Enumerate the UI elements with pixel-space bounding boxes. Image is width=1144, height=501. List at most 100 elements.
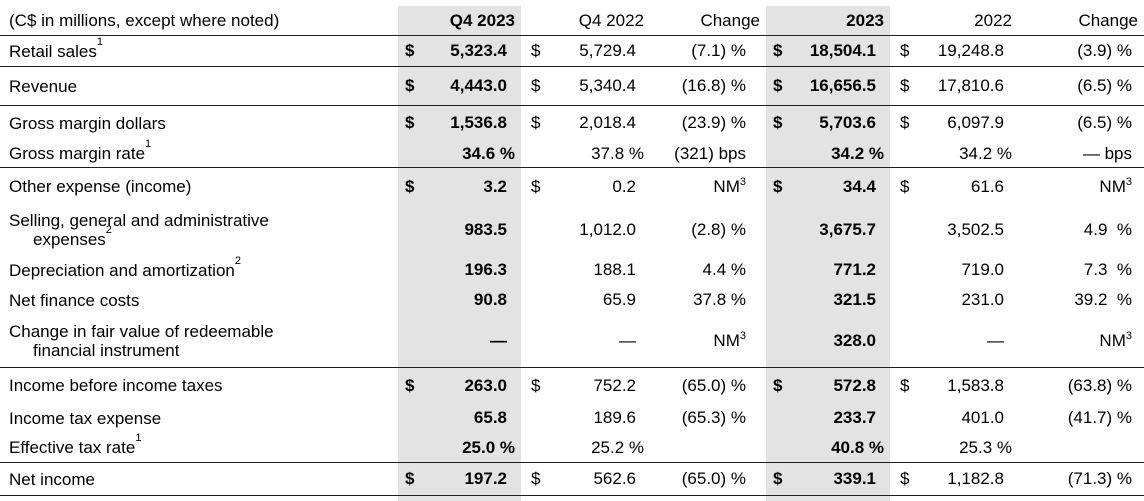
table-row: Retail sales1 $5,323.4 $5,729.4 (7.1) % $18,… [0, 36, 1144, 67]
cell-change-fy: 7.3 % [1018, 255, 1144, 285]
cell-q4-2022: $0.2 [524, 168, 650, 205]
column-header-label: Change [700, 10, 760, 30]
row-label-text: Net finance costs [9, 290, 140, 310]
row-label-line: Retail sales1 [9, 36, 103, 61]
cell-change-fy: — bps [1018, 140, 1144, 167]
cell-fy-2022: $61.6 [893, 168, 1018, 205]
table-row: Revenue $4,443.0 $5,340.4 (16.8) % $16,656.5… [0, 67, 1144, 106]
row-label-line: expenses2 [9, 225, 269, 249]
dollar-sign: $ [405, 469, 415, 488]
row-label-line: Selling, general and administrative [9, 211, 269, 230]
cell-fy-2022: $17,810.6 [893, 67, 1018, 105]
row-label-line: Change in fair value of redeemable [9, 322, 274, 341]
cell-fy-2022: $19,248.8 [893, 36, 1018, 66]
cell-value: — bps [1082, 143, 1132, 163]
dollar-sign: $ [531, 375, 541, 395]
dollar-sign: $ [773, 375, 783, 395]
cell-change-q4: 4.4 % [650, 255, 766, 285]
cell-fy-2022: 401.0 [893, 403, 1018, 433]
cell-change-q4: (65.3) % [650, 403, 766, 433]
cell-value: 37.8 % [693, 290, 746, 309]
dollar-sign: $ [773, 76, 783, 95]
row-label-text: Other expense (income) [9, 177, 192, 196]
dollar-sign: $ [405, 41, 415, 60]
cell-q4-2023: $197.2 [398, 463, 524, 495]
cell-value: 65.9 [602, 290, 636, 309]
cell-value: — [490, 331, 507, 350]
cell-value: 572.8 [833, 375, 876, 395]
cell-fy-2023: $339.1 [766, 463, 893, 495]
cell-fy-2022: — [893, 315, 1018, 367]
cell-q4-2023: $5,323.4 [398, 36, 524, 66]
row-label-line: Net finance costs [9, 291, 139, 310]
table-row: Net income $197.2 $562.6 (65.0) % $339.1 $1,1… [0, 463, 1144, 496]
row-label: Net finance costs [0, 285, 398, 315]
row-label-line: Net income [9, 470, 95, 489]
row-label: Effective tax rate1 [0, 433, 398, 462]
cell-q4-2022: 65.9 [524, 285, 650, 315]
cell-q4-2023: $3.2 [398, 168, 524, 205]
row-label-text: Income before income taxes [9, 376, 223, 395]
tail-cell [766, 496, 893, 501]
cell-fy-2022: 231.0 [893, 285, 1018, 315]
column-header-label: Q4 2022 [578, 10, 644, 30]
row-label-line: Income before income taxes [9, 376, 223, 395]
cell-value: 40.8 % [831, 437, 884, 457]
table-row: Change in fair value of redeemable financ… [0, 315, 1144, 368]
cell-value: 3.2 [483, 176, 507, 196]
cell-value: 7.3 % [1083, 260, 1132, 279]
cell-change-q4: NM 3 [713, 330, 746, 351]
cell-value: NM [1099, 331, 1126, 350]
row-label: Selling, general and administrative expen… [0, 205, 398, 255]
cell-value: 37.8 % [591, 143, 644, 163]
dollar-sign: $ [405, 113, 415, 132]
cell-value: (65.3) % [681, 408, 746, 427]
cell-value: 197.2 [464, 469, 507, 488]
row-label-text: financial instrument [33, 341, 180, 360]
cell-change-q4 [650, 433, 766, 462]
cell-value: 1,012.0 [579, 220, 636, 239]
cell-value: 983.5 [464, 220, 507, 239]
dollar-sign: $ [405, 176, 415, 196]
row-label-text: Retail sales [9, 41, 97, 61]
cell-fy-2022: $6,097.9 [893, 106, 1018, 140]
cell-q4-2022: 1,012.0 [524, 205, 650, 255]
footnote-sup: 2 [234, 254, 241, 267]
cell-value: 25.2 % [591, 437, 644, 457]
cell-q4-2023: 25.0 % [398, 433, 524, 462]
header-row: (C$ in millions, except where noted) Q4 2… [0, 6, 1144, 36]
cell-fy-2023: $18,504.1 [766, 36, 893, 66]
cell-q4-2022: $562.6 [524, 463, 650, 495]
dollar-sign: $ [531, 469, 541, 488]
cell-change-fy: 4.9 % [1018, 205, 1144, 255]
cell-value: 90.8 [473, 290, 507, 309]
cell-change-q4: (65.0) % [650, 368, 766, 403]
cell-q4-2022: $5,340.4 [524, 67, 650, 105]
cell-change-fy: (3.9) % [1018, 36, 1144, 66]
cell-value: 189.6 [593, 408, 636, 427]
row-label-line: Gross margin dollars [9, 114, 166, 133]
cell-value: 321.5 [833, 290, 876, 309]
cell-value: 263.0 [464, 375, 507, 395]
column-header-fy-2023: 2023 [766, 6, 893, 35]
cell-fy-2023: 771.2 [766, 255, 893, 285]
table-row: Income tax expense 65.8 189.6 (65.3) % 233.7… [0, 403, 1144, 433]
cell-q4-2022: $5,729.4 [524, 36, 650, 66]
column-header-q4-2022: Q4 2022 [524, 6, 650, 35]
dollar-sign: $ [773, 469, 783, 488]
cell-value: 34.2 % [831, 143, 884, 163]
cell-value: — [987, 331, 1004, 350]
cell-value: 6,097.9 [947, 113, 1004, 132]
row-label-text: Net income [9, 469, 95, 489]
table-row: Effective tax rate1 25.0 % 25.2 % 40.8 % 25.… [0, 433, 1144, 463]
cell-q4-2023: $1,536.8 [398, 106, 524, 140]
dollar-sign: $ [531, 41, 541, 60]
cell-value: 18,504.1 [809, 41, 876, 60]
footnote-sup: 1 [96, 35, 103, 48]
cell-fy-2023: 233.7 [766, 403, 893, 433]
cell-q4-2023: 196.3 [398, 255, 524, 285]
row-label: Change in fair value of redeemable financ… [0, 315, 398, 367]
cell-value: 188.1 [593, 260, 636, 279]
row-label-line: Other expense (income) [9, 177, 191, 196]
cell-value: 19,248.8 [937, 41, 1004, 60]
